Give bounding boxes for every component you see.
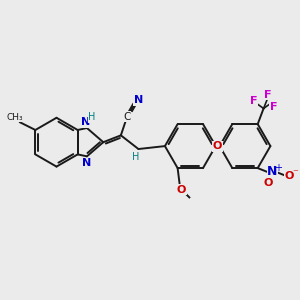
Text: F: F (270, 101, 277, 112)
Text: F: F (250, 96, 258, 106)
Text: H: H (88, 112, 95, 122)
Text: +: + (274, 163, 282, 173)
Text: N: N (134, 95, 143, 105)
Text: O: O (264, 178, 273, 188)
Text: F: F (264, 90, 271, 100)
Text: O: O (213, 141, 222, 151)
Text: CH₃: CH₃ (7, 113, 23, 122)
Text: ⁻: ⁻ (292, 168, 298, 178)
Text: O: O (177, 184, 186, 195)
Text: N: N (81, 117, 91, 127)
Text: H: H (132, 152, 139, 162)
Text: C: C (123, 112, 130, 122)
Text: N: N (267, 166, 278, 178)
Text: N: N (82, 158, 92, 168)
Text: O: O (284, 171, 294, 181)
